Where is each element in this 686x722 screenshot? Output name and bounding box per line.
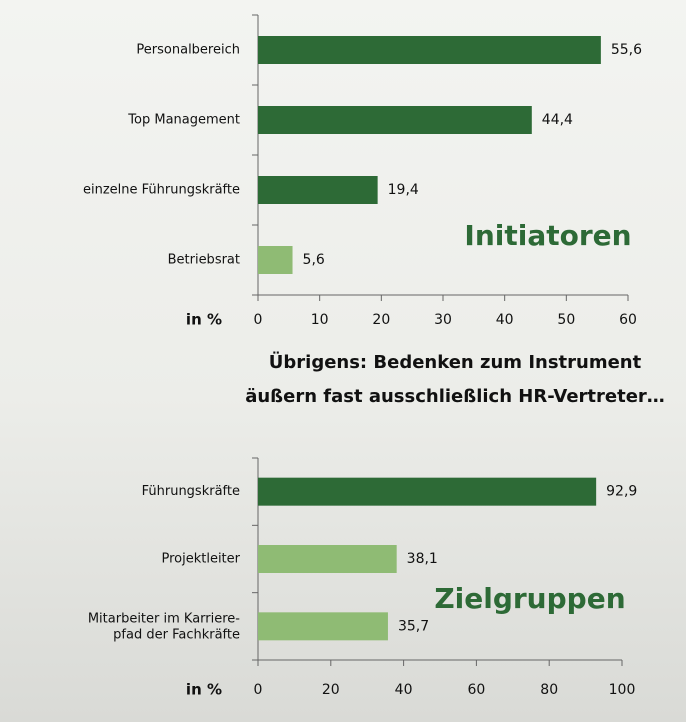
bar — [258, 176, 378, 204]
value-label: 35,7 — [398, 618, 429, 634]
y-tick-label: Top Management — [127, 113, 240, 128]
bar — [258, 612, 388, 640]
value-label: 5,6 — [303, 252, 325, 268]
value-label: 44,4 — [542, 112, 573, 128]
value-label: 55,6 — [611, 42, 642, 58]
bar — [258, 545, 397, 573]
x-tick-label: 60 — [467, 682, 485, 698]
y-tick-label: Führungskräfte — [142, 484, 240, 499]
x-tick-label: 100 — [609, 682, 636, 698]
x-tick-label: 40 — [496, 312, 514, 328]
y-tick-label: Personalbereich — [136, 43, 240, 58]
x-tick-label: 80 — [540, 682, 558, 698]
value-label: 19,4 — [388, 182, 419, 198]
x-tick-label: 0 — [254, 312, 263, 328]
y-tick-label: Betriebsrat — [168, 253, 240, 268]
x-tick-label: 0 — [254, 682, 263, 698]
chart: Übrigens: Bedenken zum Instrument äußern… — [0, 0, 686, 722]
x-tick-label: 50 — [557, 312, 575, 328]
bar — [258, 246, 293, 274]
x-tick-label: 20 — [372, 312, 390, 328]
value-label: 92,9 — [606, 484, 637, 500]
bar — [258, 106, 532, 134]
x-tick-label: 40 — [395, 682, 413, 698]
y-tick-label: Mitarbeiter im Karriere-pfad der Fachkrä… — [88, 611, 240, 642]
value-label: 38,1 — [407, 551, 438, 567]
x-tick-label: 30 — [434, 312, 452, 328]
note: Übrigens: Bedenken zum Instrument — [269, 351, 642, 373]
x-tick-label: 10 — [311, 312, 329, 328]
x-tick-label: 60 — [619, 312, 637, 328]
annotation: Zielgruppen — [434, 582, 625, 615]
x-axis-label: in % — [186, 681, 222, 699]
y-tick-label: Projektleiter — [161, 552, 240, 567]
note: äußern fast ausschließlich HR-Vertreter… — [245, 386, 665, 407]
bar — [258, 36, 601, 64]
x-axis-label: in % — [186, 311, 222, 329]
x-tick-label: 20 — [322, 682, 340, 698]
y-tick-label: einzelne Führungskräfte — [83, 183, 240, 198]
bar — [258, 478, 596, 506]
annotation: Initiatoren — [464, 219, 631, 252]
